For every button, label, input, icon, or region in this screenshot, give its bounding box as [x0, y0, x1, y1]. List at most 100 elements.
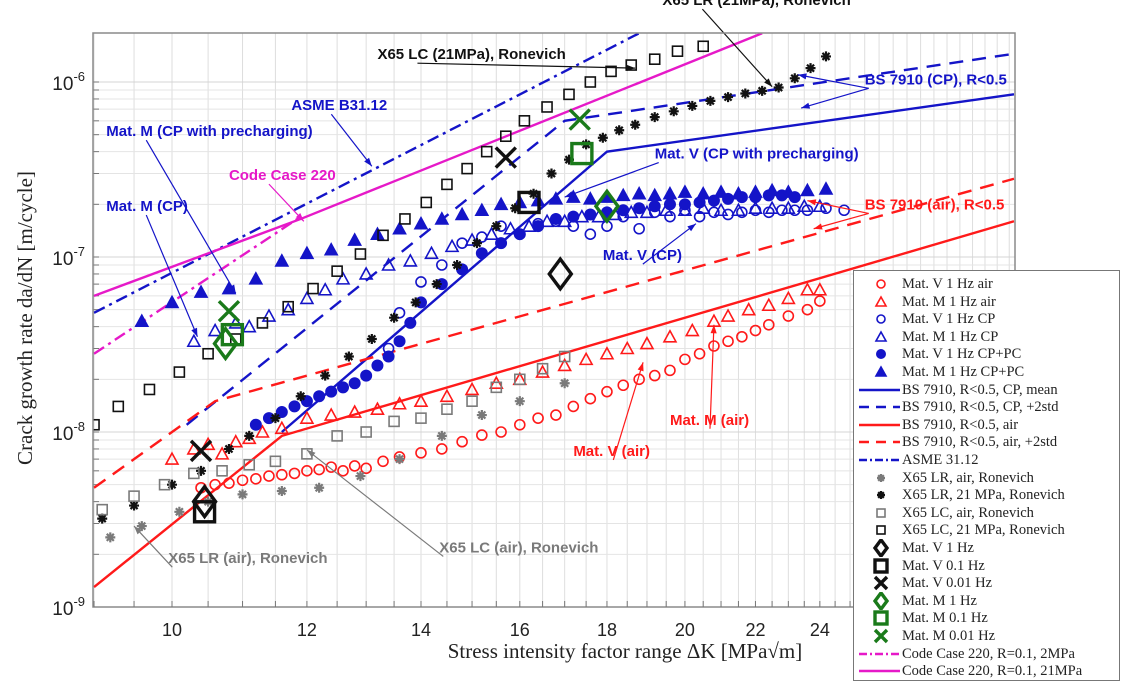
point-mat-m-1-hz-cp	[241, 318, 257, 333]
point-mat-v-1-hz-cp-pc	[371, 359, 384, 372]
arrowhead-icon	[710, 324, 717, 334]
point-x65-lc-21-mpa-ronevich	[112, 400, 125, 413]
legend-label: X65 LC, 21 MPa, Ronevich	[902, 522, 1065, 539]
legend-marker-icon	[876, 314, 886, 324]
point-mat-m-1-hz-cp-pc	[582, 191, 598, 205]
legend-symbol	[859, 652, 900, 655]
legend-item: ASME 31.12	[854, 451, 1119, 469]
annotation-mat-m-cp: Mat. M (CP)	[106, 198, 188, 215]
point-mat-v-1-hz-air	[617, 379, 630, 392]
point-mat-m-1-hz-cp	[402, 253, 418, 267]
legend-symbol	[877, 473, 885, 482]
legend-item: Mat. V 0.01 Hz	[854, 574, 1119, 592]
point-mat-m-1-hz-air	[323, 407, 339, 421]
point-x65-lc-air-ronevich	[490, 381, 503, 394]
legend-label: BS 7910, R<0.5, air, +2std	[902, 434, 1058, 451]
x-tick-label: 18	[597, 620, 617, 640]
point-x65-lr-21-mpa-ronevich	[295, 391, 306, 402]
point-x65-lr-21-mpa-ronevich	[723, 92, 734, 103]
annotation-x65-lr-air-ronevich: X65 LR (air), Ronevich	[168, 550, 327, 567]
point-x65-lr-21-mpa-ronevich	[564, 154, 575, 165]
annotation-arrow	[268, 183, 305, 222]
point-mat-m-1-hz-cp	[781, 200, 796, 215]
point-mat-v-0-01-hz	[494, 146, 517, 169]
point-mat-m-1-hz-cp-pc	[164, 294, 180, 309]
arrowhead-icon	[764, 78, 773, 87]
point-x65-lc-21-mpa-ronevich	[541, 101, 553, 113]
arrowhead-icon	[807, 199, 817, 206]
point-x65-lr-21-mpa-ronevich	[167, 479, 177, 490]
point-x65-lc-21-mpa-ronevich	[625, 59, 638, 71]
legend-marker-icon	[876, 279, 886, 289]
annotation-x65-lr-21mpa-ronevich: X65 LR (21MPa), Ronevich	[662, 0, 850, 9]
legend-marker-icon	[874, 365, 888, 377]
point-mat-m-1-hz-cp-pc	[248, 271, 264, 285]
point-mat-m-1-hz-cp	[464, 232, 480, 246]
point-mat-v-1-hz-air	[532, 412, 544, 424]
legend-item: BS 7910, R<0.5, air, +2std	[854, 433, 1119, 451]
legend-item: Mat. V 0.1 Hz	[854, 557, 1119, 575]
point-mat-m-1-hz-cp-pc	[615, 187, 631, 202]
legend-marker-icon	[876, 507, 886, 518]
legend-symbol	[876, 349, 886, 360]
point-mat-m-1-hz-air	[228, 434, 244, 448]
y-axis-label: Crack growth rate da/dN [m/cycle]	[13, 171, 37, 465]
point-mat-v-1-hz-cp-pc	[475, 247, 488, 260]
point-mat-v-1-hz-cp	[584, 228, 597, 240]
line-asme-31-12	[93, 33, 640, 314]
point-x65-lr-21-mpa-ronevich	[343, 351, 354, 362]
legend-marker-icon	[877, 491, 885, 500]
point-mat-v-1-hz-air	[236, 474, 249, 487]
point-mat-v-1-hz-air	[263, 470, 275, 482]
point-x65-lr-21-mpa-ronevich	[129, 500, 140, 511]
point-x65-lr-21-mpa-ronevich	[687, 100, 698, 111]
legend-label: Mat. V 0.01 Hz	[902, 575, 993, 592]
point-mat-m-1-hz-cp	[261, 308, 277, 322]
point-mat-v-1-hz-air	[722, 335, 734, 348]
legend-symbol	[876, 525, 886, 536]
point-x65-lc-21-mpa-ronevich	[420, 196, 433, 209]
point-mat-m-1-hz-air	[578, 351, 594, 366]
line-bs-7910-r-0-5-cp-mean	[281, 93, 1015, 433]
arrowhead-icon	[813, 223, 823, 230]
point-x65-lc-air-ronevich	[536, 362, 549, 375]
point-mat-m-1-hz-air	[439, 388, 455, 403]
x-tick-label: 22	[745, 620, 765, 640]
legend-marker-icon	[877, 473, 885, 482]
legend-symbol	[859, 441, 900, 444]
point-x65-lc-21-mpa-ronevich	[399, 213, 411, 225]
point-mat-m-1-hz-cp	[228, 315, 244, 329]
legend-item: Mat. M 1 Hz CP+PC	[854, 363, 1119, 381]
point-mat-m-1-hz-air	[639, 335, 655, 350]
point-x65-lc-21-mpa-ronevich	[282, 300, 294, 313]
point-mat-m-1-hz-cp	[358, 266, 374, 280]
point-mat-v-1-hz-cp-pc	[663, 198, 676, 211]
point-mat-v-1-hz-cp-pc	[325, 385, 338, 398]
legend-item: Mat. M 0.1 Hz	[854, 609, 1119, 627]
point-x65-lr-21-mpa-ronevich	[649, 112, 660, 123]
point-mat-v-1-hz-air	[456, 435, 468, 448]
point-x65-lr-21-mpa-ronevich	[805, 63, 816, 74]
legend-marker-icon	[872, 591, 890, 610]
point-mat-m-1-hz-air	[347, 404, 363, 418]
point-mat-m-1-hz-air	[370, 401, 385, 415]
legend-item: Mat. V 1 Hz air	[854, 275, 1119, 293]
point-x65-lc-air-ronevich	[269, 455, 282, 468]
legend-symbol	[859, 405, 900, 409]
point-mat-v-1-hz-cp-pc	[495, 237, 508, 250]
point-x65-lc-21-mpa-ronevich	[563, 88, 575, 101]
point-mat-v-1-hz-air	[782, 310, 795, 322]
point-mat-v-1-hz-air	[584, 392, 597, 405]
legend-label: Mat. V 1 Hz CP+PC	[902, 346, 1022, 363]
point-mat-v-1-hz-air	[664, 364, 676, 377]
point-mat-m-1-hz-cp-pc	[274, 253, 290, 267]
point-x65-lc-air-ronevich	[415, 412, 427, 424]
legend-marker-icon	[874, 330, 888, 342]
point-mat-m-1-hz-cp	[812, 198, 828, 213]
point-mat-m-1-hz-cp	[748, 200, 763, 215]
point-x65-lc-21-mpa-ronevich	[697, 40, 710, 53]
annotation-arrow	[813, 212, 869, 230]
annotation-code-case-220: Code Case 220	[229, 167, 336, 184]
point-mat-m-1-hz-air	[619, 340, 635, 355]
legend-label: BS 7910, R<0.5, CP, mean	[902, 381, 1058, 398]
